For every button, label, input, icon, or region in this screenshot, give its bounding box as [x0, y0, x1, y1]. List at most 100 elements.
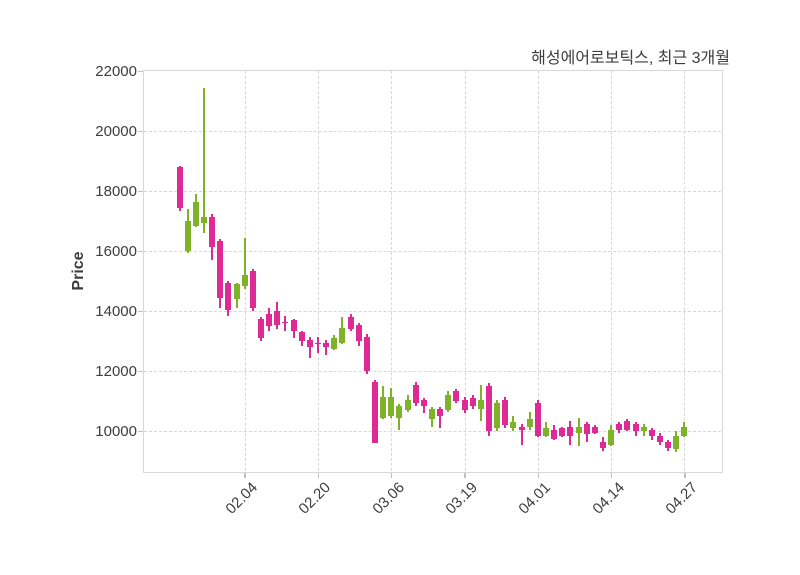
y-tick-mark: [138, 70, 143, 73]
candle-body-down: [290, 320, 297, 331]
candle-wick-down: [439, 407, 442, 428]
candle-body-down: [583, 423, 590, 434]
candle-body-up: [477, 399, 484, 409]
candle-body-up: [673, 435, 680, 449]
candle-body-up: [608, 429, 615, 445]
candle-body-down: [274, 311, 281, 325]
candle-body-up: [428, 408, 435, 419]
v-gridline: [317, 71, 319, 471]
candle-body-up: [681, 426, 688, 436]
h-gridline: [144, 371, 721, 372]
candle-body-up: [233, 284, 240, 299]
h-gridline: [144, 431, 721, 432]
y-tick-label: 12000: [95, 362, 137, 380]
y-tick-mark: [138, 250, 143, 253]
y-tick-mark: [138, 130, 143, 133]
y-tick-mark: [138, 310, 143, 313]
h-gridline: [144, 251, 721, 252]
chart-title: 해성에어로보틱스, 최근 3개월: [531, 50, 730, 67]
x-tick-mark: [464, 473, 466, 478]
candle-body-down: [453, 390, 460, 401]
x-tick-mark: [684, 473, 686, 478]
candle-body-down: [266, 314, 273, 326]
candle-body-up: [184, 221, 191, 251]
x-tick-label: 02.20: [295, 479, 335, 518]
candle-body-down: [648, 429, 655, 436]
candle-body-up: [445, 395, 452, 410]
candle-body-up: [640, 426, 647, 431]
candle-wick-down: [284, 315, 287, 331]
x-tick-label: 04.27: [662, 479, 701, 518]
candle-body-down: [632, 423, 639, 431]
x-tick-label: 03.19: [442, 479, 482, 518]
candle-wick-down: [308, 336, 311, 358]
x-tick-mark: [317, 473, 320, 478]
v-gridline: [537, 71, 539, 471]
candle-body-down: [502, 399, 509, 425]
candle-body-down: [314, 342, 321, 344]
candle-body-up: [241, 275, 248, 286]
candle-body-up: [339, 327, 346, 343]
x-tick-mark: [244, 473, 246, 478]
candle-body-down: [469, 398, 476, 406]
candle-body-down: [298, 332, 305, 341]
candle-body-down: [371, 381, 378, 443]
candle-wick-down: [325, 339, 328, 355]
h-gridline: [144, 191, 721, 192]
candle-body-down: [559, 428, 566, 436]
x-tick-mark: [537, 473, 540, 478]
plot-area: [143, 70, 723, 473]
candle-body-down: [209, 216, 216, 247]
x-tick-label: 03.06: [369, 479, 408, 518]
y-tick-mark: [138, 190, 143, 193]
candle-wick-down: [316, 336, 319, 353]
candle-wick-up: [202, 87, 205, 233]
y-tick-label: 20000: [95, 122, 137, 140]
y-tick-label: 10000: [95, 422, 137, 440]
candle-body-down: [616, 423, 623, 430]
candle-body-down: [624, 420, 631, 430]
x-tick-label: 04.01: [515, 479, 555, 518]
candle-body-down: [323, 342, 330, 347]
candle-body-up: [494, 402, 501, 428]
candle-body-down: [551, 429, 558, 439]
candle-wick-up: [243, 237, 246, 289]
h-gridline: [144, 131, 721, 132]
candle-body-up: [396, 405, 403, 418]
y-tick-label: 16000: [95, 242, 137, 260]
candle-body-down: [363, 336, 370, 371]
candle-wick-down: [422, 398, 425, 413]
candle-body-down: [355, 324, 362, 341]
h-gridline: [144, 311, 721, 312]
candle-body-down: [347, 317, 354, 329]
candle-body-down: [656, 435, 663, 442]
candle-body-up: [404, 399, 411, 410]
candle-body-down: [249, 270, 256, 308]
candle-body-up: [200, 216, 207, 223]
candle-body-down: [591, 426, 598, 433]
candle-wick-down: [520, 423, 523, 445]
candle-body-down: [282, 321, 289, 323]
candle-body-up: [575, 426, 582, 433]
candle-body-up: [388, 396, 395, 416]
candle-body-down: [176, 167, 183, 208]
y-tick-label: 22000: [95, 62, 137, 80]
candle-body-down: [665, 441, 672, 448]
candle-body-up: [542, 428, 549, 436]
candle-body-up: [526, 419, 533, 427]
candle-body-down: [534, 402, 541, 436]
candle-body-up: [192, 201, 199, 226]
candle-body-down: [485, 386, 492, 431]
candle-body-down: [420, 399, 427, 406]
y-tick-mark: [138, 370, 143, 373]
y-tick-mark: [138, 430, 143, 433]
candle-body-down: [257, 318, 264, 338]
x-tick-label: 02.04: [222, 479, 262, 518]
v-gridline: [391, 71, 393, 471]
x-tick-label: 04.14: [589, 479, 628, 518]
candle-body-down: [461, 399, 468, 410]
y-tick-label: 14000: [95, 302, 137, 320]
candle-body-down: [599, 441, 606, 448]
candle-body-up: [331, 338, 338, 349]
